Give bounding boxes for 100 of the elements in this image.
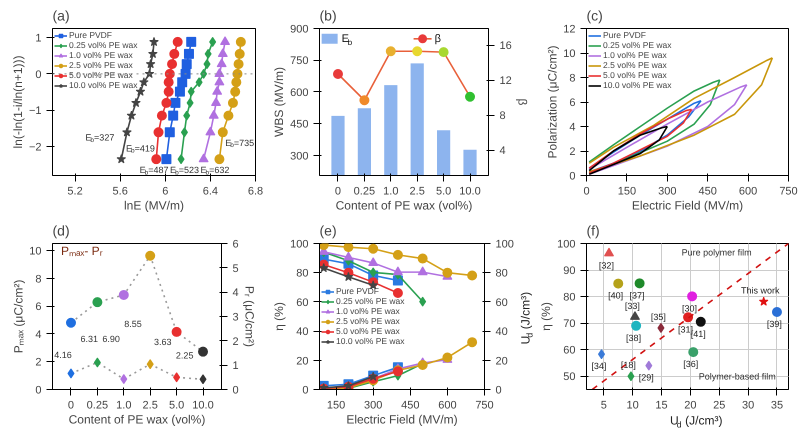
legend-label: 2.5 vol% PE wax [336,316,400,326]
chart-title: (c) [586,8,603,24]
x-tick-label: 2.5 [410,186,425,198]
y-tick-label: 450 [290,118,309,131]
annotation: [18] [620,360,636,370]
legend-label: 1.0 vol% PE wax [336,306,400,316]
x-tick-label: 2.5 [142,400,158,412]
y-tick-label: 2 [35,356,42,369]
y-tick-label: 20 [296,355,309,368]
x-tick-label: 150 [326,400,346,412]
y-tick-label: 10 [29,245,42,258]
x-tick-label: 6.8 [248,186,264,198]
y-tick-label: 300 [290,150,309,162]
annotation: Polymer-based film [698,371,776,382]
legend-label: Pure PVDF [336,286,379,296]
x-tick-label: 5.0 [436,186,452,198]
annotation: [36] [683,359,698,370]
legend-label: 0.25 vol% PE wax [603,40,672,50]
x-tick-label: 6.4 [202,186,218,198]
x-tick-label: 5.6 [112,186,128,198]
y-axis-title: ln(-ln(1-i/ln(n+1))) [10,55,25,149]
legend-label: 2.5 vol% PE wax [69,60,133,70]
x-tick-label: 10 [626,400,639,412]
x-tick-label: 15 [655,400,668,412]
y-tick-label: 60 [296,296,309,309]
annotation: [34] [591,361,606,372]
chart-title: (e) [320,222,337,238]
y2-tick-label: 16 [500,40,512,52]
x-tick-label: 5 [600,400,607,412]
annotation: [30] [682,303,698,314]
x-tick-label: 20 [684,400,697,412]
annotation: [39] [766,318,782,329]
annotation: 2.25 [176,350,194,361]
annotation: [29] [638,372,654,383]
x-tick-label: 150 [618,186,636,198]
y-axis-title: η (%) [539,302,554,331]
legend-label: Pure PVDF [603,30,646,40]
y-tick-label: 4 [35,328,42,341]
x-axis-title: Content of PE wax (vol%) [68,412,206,426]
annotation: [38] [626,332,642,343]
annotation: [41] [690,328,706,339]
y-tick-label: 80 [563,292,576,304]
annotation: This work [741,286,780,296]
y-tick-label: 0 [35,384,42,396]
y-tick-label: 100 [557,238,576,250]
x-tick-label: 300 [658,186,676,198]
legend-label: 0.25 vol% PE wax [336,296,405,306]
annotation: 6.90 [102,334,120,344]
y2-tick-label: 3 [232,312,239,324]
y2-axis-title: Ud (J/cm³) [518,292,534,344]
y2-tick-label: 1 [232,360,239,372]
y2-tick-label: 5 [232,262,239,275]
legend-label: 0.25 vol% PE wax [69,40,138,50]
y-tick-label: 1 [35,32,42,45]
y-axis-title: Pₘₐₓ (μC/cm²) [11,280,26,354]
y-tick-label: 0 [302,384,309,396]
y-tick-label: 8 [569,72,576,84]
y2-axis-title: Pᵣ (μC/cm²) [242,286,257,348]
y-tick-label: 6 [35,301,42,314]
x-tick-label: 6 [162,186,168,198]
y-tick-label: 900 [290,24,309,36]
y-axis-title: WBS (MV/m) [272,66,286,137]
x-tick-label: 25 [713,400,726,412]
x-tick-label: 750 [779,186,798,198]
x-tick-label: 600 [738,186,758,198]
y2-tick-label: 8 [500,110,506,122]
y2-tick-label: 0 [496,384,502,396]
y-tick-label: 80 [296,268,309,280]
y-tick-label: 40 [296,326,309,338]
legend-label: 10.0 vol% PE wax [69,80,138,90]
y-tick-label: 50 [563,371,576,384]
annotation: Pure polymer film [682,247,752,258]
y2-tick-label: 20 [496,355,508,368]
annotation: 4.16 [54,350,72,360]
y-tick-label: 10 [563,48,576,60]
x-axis-title: Electric Field (MV/m) [632,198,744,212]
legend-label: 5.0 vol% PE wax [69,70,133,80]
x-tick-label: 10.0 [459,186,481,198]
legend-label: 2.5 vol% PE wax [603,60,667,70]
y-tick-label: 12 [563,24,576,36]
x-tick-label: 600 [438,400,457,412]
x-tick-label: 0.25 [86,400,108,412]
x-tick-label: 0 [334,186,342,198]
annotation: [40] [608,290,624,301]
x-tick-label: 0 [68,400,74,412]
x-tick-label: 450 [698,186,717,198]
y2-tick-label: 12 [500,75,512,88]
y2-tick-label: 100 [496,238,514,250]
x-axis-title: Electric Field (MV/m) [346,412,458,426]
legend-label: 5.0 vol% PE wax [603,70,667,80]
annotation: [37] [630,290,645,300]
y2-tick-label: 60 [496,296,508,309]
x-tick-label: 450 [401,400,420,412]
annotation: 8.55 [124,319,142,330]
annotation: [33] [624,300,640,311]
legend-label: β [434,32,441,45]
y-tick-label: 0 [569,170,576,182]
y-axis-title: Polarization (μC/cm²) [545,46,560,158]
annotation: Pₘₐₓ- Pᵣ [60,244,103,258]
y-tick-label: 2 [569,146,576,158]
